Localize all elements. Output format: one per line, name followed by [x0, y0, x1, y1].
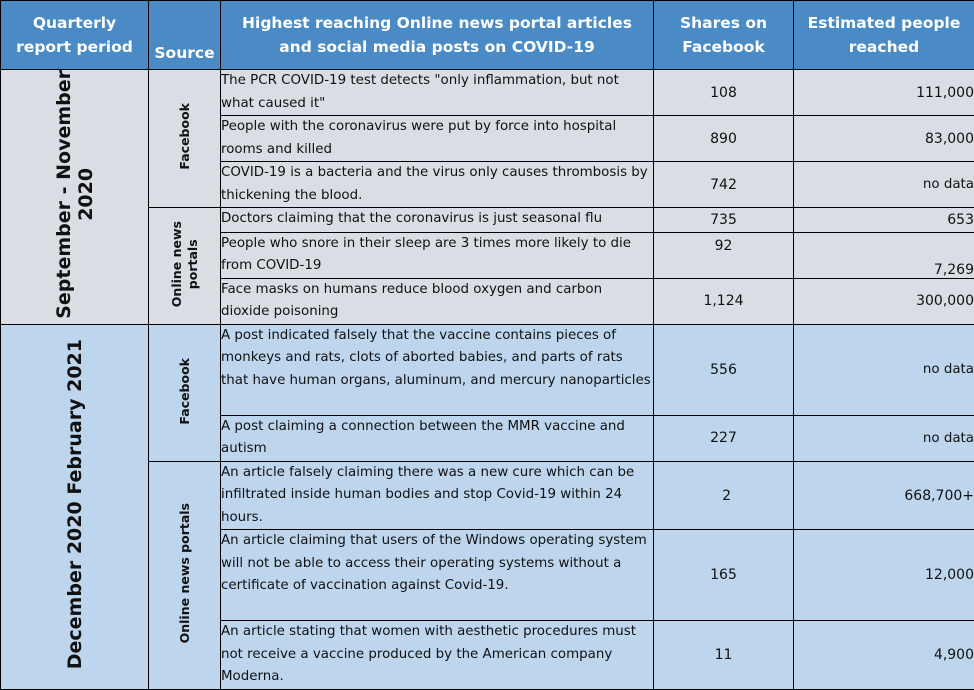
shares-cell: 742 — [654, 162, 794, 208]
article-cell: A post claiming a connection between the… — [221, 415, 654, 461]
article-cell: The PCR COVID-19 test detects "only infl… — [221, 70, 654, 116]
reached-cell: 111,000 — [794, 70, 974, 116]
shares-cell: 556 — [654, 324, 794, 415]
shares-cell: 227 — [654, 415, 794, 461]
header-reached: Estimated people reached — [794, 1, 974, 70]
source-cell-facebook: Facebook — [149, 70, 221, 208]
reached-cell: 7,269 — [794, 232, 974, 278]
table-row: September - November 2020 Facebook The P… — [1, 70, 974, 116]
header-row: Quarterly report period Source Highest r… — [1, 1, 974, 70]
shares-cell: 165 — [654, 530, 794, 621]
source-cell-facebook: Facebook — [149, 324, 221, 461]
shares-cell: 1,124 — [654, 278, 794, 324]
shares-cell: 11 — [654, 621, 794, 690]
article-cell: A post indicated falsely that the vaccin… — [221, 324, 654, 415]
header-articles: Highest reaching Online news portal arti… — [221, 1, 654, 70]
article-cell: People who snore in their sleep are 3 ti… — [221, 232, 654, 278]
article-cell: Face masks on humans reduce blood oxygen… — [221, 278, 654, 324]
reached-cell: no data — [794, 162, 974, 208]
reached-cell: no data — [794, 324, 974, 415]
article-cell: Doctors claiming that the coronavirus is… — [221, 208, 654, 233]
article-cell: An article falsely claiming there was a … — [221, 461, 654, 530]
reached-cell: no data — [794, 415, 974, 461]
header-period: Quarterly report period — [1, 1, 149, 70]
shares-cell: 735 — [654, 208, 794, 233]
reached-cell: 12,000 — [794, 530, 974, 621]
source-cell-online-news-portals: Online news portals — [149, 208, 221, 325]
reached-cell: 83,000 — [794, 116, 974, 162]
article-cell: An article claiming that users of the Wi… — [221, 530, 654, 621]
source-cell-online-news-portals: Online news portals — [149, 461, 221, 689]
shares-cell: 890 — [654, 116, 794, 162]
header-shares: Shares on Facebook — [654, 1, 794, 70]
table-row: December 2020 February 2021 Facebook A p… — [1, 324, 974, 415]
article-cell: COVID-19 is a bacteria and the virus onl… — [221, 162, 654, 208]
period-cell-dec-2020-feb-2021: December 2020 February 2021 — [1, 324, 149, 689]
reached-cell: 668,700+ — [794, 461, 974, 530]
shares-cell: 92 — [654, 232, 794, 278]
article-cell: An article stating that women with aesth… — [221, 621, 654, 690]
header-source: Source — [149, 1, 221, 70]
reached-cell: 4,900 — [794, 621, 974, 690]
article-cell: People with the coronavirus were put by … — [221, 116, 654, 162]
shares-cell: 2 — [654, 461, 794, 530]
reached-cell: 653 — [794, 208, 974, 233]
shares-cell: 108 — [654, 70, 794, 116]
reached-cell: 300,000 — [794, 278, 974, 324]
period-cell-sep-nov-2020: September - November 2020 — [1, 70, 149, 325]
